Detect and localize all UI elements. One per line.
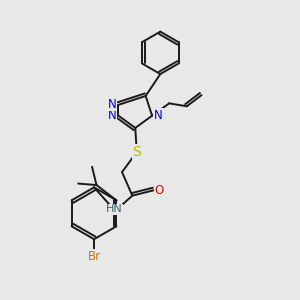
Text: S: S bbox=[132, 145, 141, 159]
Text: HN: HN bbox=[105, 205, 122, 214]
Text: N: N bbox=[108, 98, 116, 111]
Text: N: N bbox=[108, 109, 116, 122]
Text: Br: Br bbox=[88, 250, 100, 263]
Text: O: O bbox=[155, 184, 164, 197]
Text: N: N bbox=[154, 109, 163, 122]
